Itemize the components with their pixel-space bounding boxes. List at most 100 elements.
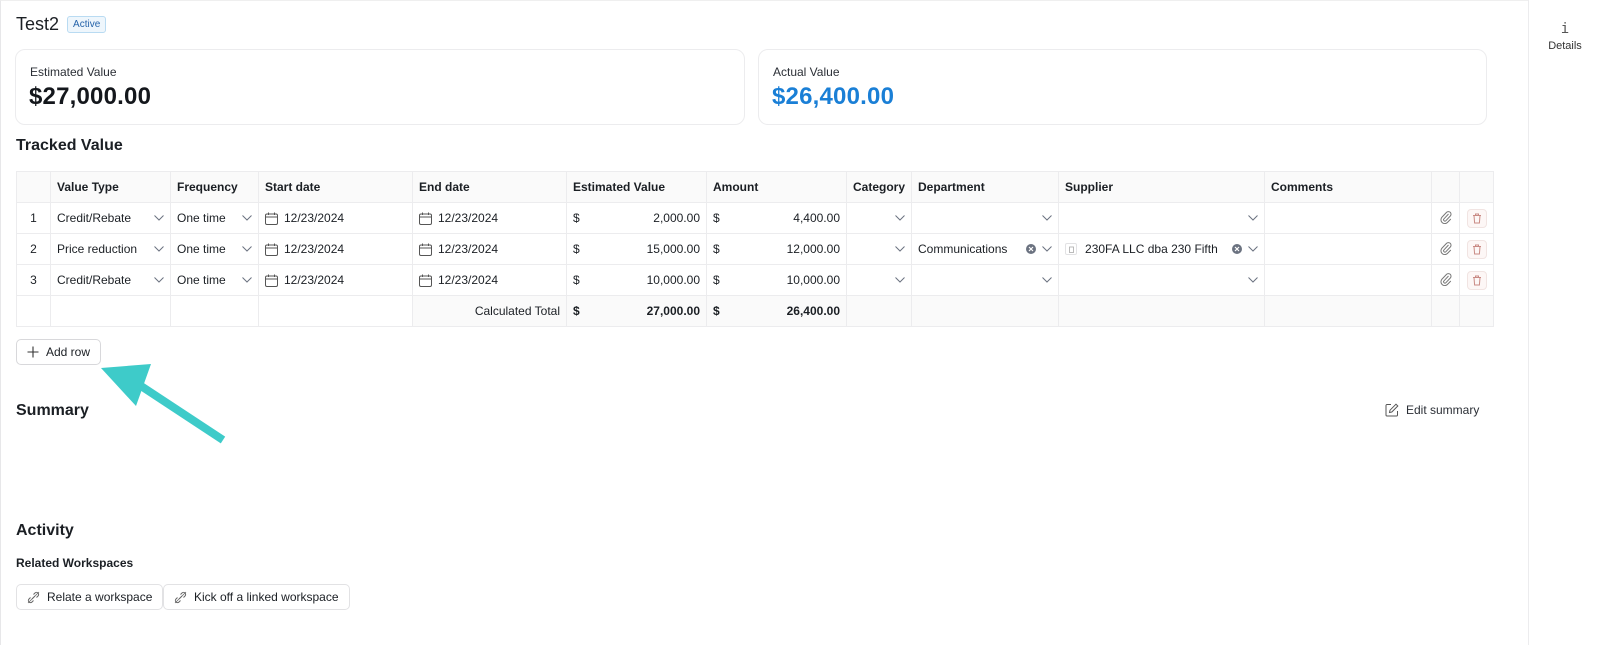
value-type-select[interactable]: Credit/Rebate bbox=[50, 264, 171, 296]
right-rail: i Details bbox=[1528, 0, 1600, 645]
total-empty-cell bbox=[911, 295, 1060, 327]
col-header-department[interactable]: Department bbox=[911, 171, 1060, 203]
details-button[interactable]: i Details bbox=[1529, 20, 1600, 52]
relate-workspace-button[interactable]: Relate a workspace bbox=[16, 584, 164, 610]
total-label: Calculated Total bbox=[412, 295, 567, 327]
total-empty-cell bbox=[1431, 295, 1461, 327]
currency-symbol: $ bbox=[573, 273, 580, 287]
table-header-row: Value Type Frequency Start date End date… bbox=[16, 171, 1495, 203]
delete-row-button[interactable] bbox=[1459, 264, 1495, 296]
estimated-value-input[interactable]: $15,000.00 bbox=[566, 233, 707, 265]
start-date-picker[interactable]: 12/23/2024 bbox=[258, 233, 413, 265]
trash-icon bbox=[1472, 244, 1481, 254]
comments-input[interactable] bbox=[1264, 233, 1433, 265]
edit-summary-button[interactable]: Edit summary bbox=[1385, 403, 1479, 417]
kickoff-linked-workspace-label: Kick off a linked workspace bbox=[194, 590, 339, 604]
col-header-value-type[interactable]: Value Type bbox=[50, 171, 171, 203]
col-header-start-date[interactable]: Start date bbox=[258, 171, 413, 203]
col-header-attach bbox=[1431, 171, 1461, 203]
estimated-value-input[interactable]: $10,000.00 bbox=[566, 264, 707, 296]
kickoff-linked-workspace-button[interactable]: Kick off a linked workspace bbox=[163, 584, 350, 610]
building-icon bbox=[1065, 243, 1078, 255]
col-header-end-date[interactable]: End date bbox=[412, 171, 567, 203]
estimated-value-amount: 2,000.00 bbox=[653, 211, 700, 225]
supplier-select[interactable]: 230FA LLC dba 230 Fifth bbox=[1058, 233, 1266, 265]
row-index: 2 bbox=[16, 233, 51, 265]
supplier-value: 230FA LLC dba 230 Fifth bbox=[1085, 242, 1218, 256]
plus-icon bbox=[27, 346, 39, 358]
col-header-amount[interactable]: Amount bbox=[706, 171, 847, 203]
end-date-picker[interactable]: 12/23/2024 bbox=[412, 233, 567, 265]
category-select[interactable] bbox=[845, 233, 913, 265]
estimated-value-input[interactable]: $2,000.00 bbox=[566, 202, 707, 234]
value-type-select[interactable]: Credit/Rebate bbox=[50, 202, 171, 234]
attach-button[interactable] bbox=[1431, 233, 1461, 265]
total-amount-value: 26,400.00 bbox=[786, 304, 840, 318]
total-empty-cell bbox=[1264, 295, 1433, 327]
chevron-down-icon bbox=[895, 246, 905, 252]
col-header-category[interactable]: Category bbox=[845, 171, 913, 203]
edit-icon bbox=[1385, 403, 1399, 417]
row-index: 1 bbox=[16, 202, 51, 234]
chevron-down-icon bbox=[1042, 215, 1052, 221]
col-header-frequency[interactable]: Frequency bbox=[170, 171, 259, 203]
delete-row-button[interactable] bbox=[1459, 233, 1495, 265]
paperclip-icon bbox=[1439, 210, 1452, 224]
amount-input[interactable]: $12,000.00 bbox=[706, 233, 847, 265]
add-row-button[interactable]: Add row bbox=[16, 339, 102, 365]
chevron-down-icon bbox=[1248, 215, 1258, 221]
total-empty-cell bbox=[16, 295, 51, 327]
chevron-down-icon bbox=[242, 215, 252, 221]
link-icon bbox=[27, 591, 40, 603]
start-date-value: 12/23/2024 bbox=[284, 242, 345, 256]
attach-button[interactable] bbox=[1431, 264, 1461, 296]
col-header-estimated-value[interactable]: Estimated Value bbox=[566, 171, 707, 203]
chevron-down-icon bbox=[154, 246, 164, 252]
value-type-select[interactable]: Price reduction bbox=[50, 233, 171, 265]
attach-button[interactable] bbox=[1431, 202, 1461, 234]
clear-supplier-icon[interactable] bbox=[1232, 244, 1243, 254]
department-select[interactable] bbox=[911, 202, 1060, 234]
supplier-select[interactable] bbox=[1058, 264, 1266, 296]
total-empty-cell bbox=[258, 295, 413, 327]
amount-input[interactable]: $4,400.00 bbox=[706, 202, 847, 234]
category-select[interactable] bbox=[845, 264, 913, 296]
currency-symbol: $ bbox=[713, 304, 720, 318]
page-title: Test2 bbox=[16, 14, 60, 34]
total-empty-cell bbox=[50, 295, 171, 327]
main-content: Test2 Active Estimated Value $27,000.00 … bbox=[0, 0, 1528, 645]
link-icon bbox=[174, 591, 187, 603]
category-select[interactable] bbox=[845, 202, 913, 234]
amount-input[interactable]: $10,000.00 bbox=[706, 264, 847, 296]
col-header-supplier[interactable]: Supplier bbox=[1058, 171, 1266, 203]
frequency-select[interactable]: One time bbox=[170, 233, 259, 265]
chevron-down-icon bbox=[895, 277, 905, 283]
value-type-value: Credit/Rebate bbox=[57, 273, 132, 287]
amount-value: 4,400.00 bbox=[793, 211, 840, 225]
frequency-select[interactable]: One time bbox=[170, 264, 259, 296]
title-row: Test2 Active bbox=[16, 14, 107, 35]
frequency-select[interactable]: One time bbox=[170, 202, 259, 234]
chevron-down-icon bbox=[242, 246, 252, 252]
start-date-picker[interactable]: 12/23/2024 bbox=[258, 264, 413, 296]
details-label: Details bbox=[1548, 40, 1582, 52]
col-header-comments[interactable]: Comments bbox=[1264, 171, 1433, 203]
end-date-picker[interactable]: 12/23/2024 bbox=[412, 264, 567, 296]
clear-department-icon[interactable] bbox=[1026, 244, 1037, 254]
total-estimated-amount: 27,000.00 bbox=[646, 304, 700, 318]
delete-row-button[interactable] bbox=[1459, 202, 1495, 234]
estimated-value-amount: $27,000.00 bbox=[29, 83, 152, 110]
col-header-index bbox=[16, 171, 51, 203]
comments-input[interactable] bbox=[1264, 264, 1433, 296]
chevron-down-icon bbox=[154, 277, 164, 283]
amount-value: 10,000.00 bbox=[786, 273, 840, 287]
department-select[interactable] bbox=[911, 264, 1060, 296]
end-date-picker[interactable]: 12/23/2024 bbox=[412, 202, 567, 234]
supplier-select[interactable] bbox=[1058, 202, 1266, 234]
chevron-down-icon bbox=[1042, 246, 1052, 252]
paperclip-icon bbox=[1439, 241, 1452, 255]
start-date-picker[interactable]: 12/23/2024 bbox=[258, 202, 413, 234]
related-workspaces-title: Related Workspaces bbox=[16, 556, 134, 570]
comments-input[interactable] bbox=[1264, 202, 1433, 234]
department-select[interactable]: Communications bbox=[911, 233, 1060, 265]
